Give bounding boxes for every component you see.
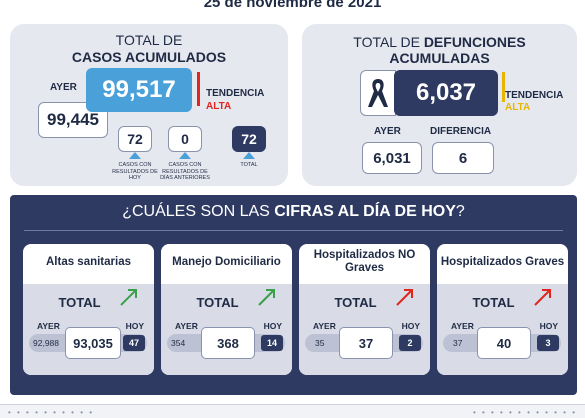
total-value: 93,035 xyxy=(65,327,121,359)
up-arrow-red-icon xyxy=(396,289,413,306)
casos-title-line2: CASOS ACUMULADOS xyxy=(71,49,227,65)
hoy-value: 3 xyxy=(537,335,559,351)
ayer-label: AYER xyxy=(37,321,60,331)
ayer-label: AYER xyxy=(175,321,198,331)
cifras-title-b: CIFRAS AL DÍA DE HOY xyxy=(274,203,456,220)
total-value: 37 xyxy=(339,327,393,359)
card-body: TOTAL AYER HOY 92,988 93,035 47 xyxy=(23,284,154,375)
casos-total-caption: TOTAL xyxy=(240,162,258,168)
card-altas-sanitarias: Altas sanitarias TOTAL AYER HOY 92,988 9… xyxy=(23,244,154,375)
ayer-value: 35 xyxy=(315,338,325,348)
card-body: TOTAL AYER HOY 354 368 14 xyxy=(161,284,292,375)
ayer-value: 37 xyxy=(453,338,463,348)
cifras-title-c: ? xyxy=(455,203,465,220)
dots-decoration: • • • • • • • • • • xyxy=(8,408,95,417)
card-title: Altas sanitarias xyxy=(45,255,131,268)
divider xyxy=(24,230,563,231)
card-hospitalizados-no-graves: Hospitalizados NO Graves TOTAL AYER HOY … xyxy=(299,244,430,375)
ayer-label: AYER xyxy=(451,321,474,331)
up-arrow-green-icon xyxy=(258,289,275,306)
ribbon-icon xyxy=(368,79,388,107)
pointer-icon xyxy=(179,152,191,159)
def-tendencia-value: ALTA xyxy=(505,102,531,113)
ribbon-box xyxy=(360,70,396,116)
casos-acumulados-panel: TOTAL DE CASOS ACUMULADOS AYER 99,445 99… xyxy=(10,24,288,186)
card-title: Hospitalizados Graves xyxy=(440,255,565,268)
hoy-label: HOY xyxy=(401,321,420,331)
report-date: 25 de noviembre de 2021 xyxy=(203,0,382,11)
trend-bar xyxy=(197,72,200,106)
defunciones-panel: TOTAL DE DEFUNCIONES ACUMULADAS 6,037 TE… xyxy=(302,24,577,186)
total-label: TOTAL xyxy=(472,295,515,310)
def-diferencia-value: 6 xyxy=(432,142,494,174)
def-total-value: 6,037 xyxy=(394,70,498,116)
total-label: TOTAL xyxy=(58,295,101,310)
values-pill: 92,988 93,035 47 xyxy=(29,327,147,359)
values-pill: 35 37 2 xyxy=(305,327,423,359)
card-hospitalizados-graves: Hospitalizados Graves TOTAL AYER HOY 37 … xyxy=(437,244,568,375)
def-diferencia-label: DIFERENCIA xyxy=(430,126,492,137)
casos-tendencia-value: ALTA xyxy=(206,101,232,112)
dots-decoration: • • • • • • • • • • • • xyxy=(472,408,577,417)
pointer-icon xyxy=(129,152,141,159)
total-value: 40 xyxy=(477,327,531,359)
casos-total-value: 99,517 xyxy=(86,68,192,112)
hoy-label: HOY xyxy=(125,321,144,331)
up-arrow-red-icon xyxy=(534,289,551,306)
total-value: 368 xyxy=(201,327,255,359)
casos-hoy-caption: CASOS CON RESULTADOS DE HOY xyxy=(112,162,158,181)
casos-ayer-label: AYER xyxy=(50,82,77,93)
hoy-value: 2 xyxy=(399,335,421,351)
casos-anteriores-caption: CASOS CON RESULTADOS DE DÍAS ANTERIORES xyxy=(160,162,210,181)
def-title-line1: TOTAL DE DEFUNCIONES xyxy=(302,34,577,51)
ayer-value: 92,988 xyxy=(33,338,59,348)
casos-hoy-box: 72 xyxy=(118,126,152,152)
cifras-hoy-title: ¿CUÁLES SON LAS CIFRAS AL DÍA DE HOY? xyxy=(10,203,577,221)
cifras-hoy-panel: ¿CUÁLES SON LAS CIFRAS AL DÍA DE HOY? Al… xyxy=(10,195,577,395)
values-pill: 354 368 14 xyxy=(167,327,285,359)
hoy-label: HOY xyxy=(263,321,282,331)
values-pill: 37 40 3 xyxy=(443,327,561,359)
hoy-value: 14 xyxy=(261,335,283,351)
casos-anteriores-box: 0 xyxy=(168,126,202,152)
def-title-line2: ACUMULADAS xyxy=(389,50,490,66)
cifras-title-a: ¿CUÁLES SON LAS xyxy=(122,203,275,220)
up-arrow-green-icon xyxy=(120,289,137,306)
ayer-value: 354 xyxy=(171,338,186,348)
def-title-prefix: TOTAL DE xyxy=(353,34,424,50)
hoy-value: 47 xyxy=(123,335,145,351)
casos-title-line1: TOTAL DE xyxy=(115,32,183,48)
casos-tendencia-label: TENDENCIA xyxy=(206,88,265,99)
total-label: TOTAL xyxy=(196,295,239,310)
footer-strip: • • • • • • • • • • • • • • • • • • • • … xyxy=(0,404,585,418)
casos-total-box: 72 xyxy=(232,126,266,152)
card-body: TOTAL AYER HOY 37 40 3 xyxy=(437,284,568,375)
card-manejo-domiciliario: Manejo Domiciliario TOTAL AYER HOY 354 3… xyxy=(161,244,292,375)
hoy-label: HOY xyxy=(539,321,558,331)
def-title-strong: DEFUNCIONES xyxy=(423,34,526,50)
def-tendencia-label: TENDENCIA xyxy=(505,90,564,101)
card-body: TOTAL AYER HOY 35 37 2 xyxy=(299,284,430,375)
ayer-label: AYER xyxy=(313,321,336,331)
def-ayer-label: AYER xyxy=(374,126,401,137)
def-ayer-value: 6,031 xyxy=(362,142,422,174)
total-label: TOTAL xyxy=(334,295,377,310)
card-title: Hospitalizados NO Graves xyxy=(313,249,416,274)
card-title: Manejo Domiciliario xyxy=(172,255,281,268)
trend-bar xyxy=(502,72,505,102)
pointer-icon xyxy=(243,152,255,159)
